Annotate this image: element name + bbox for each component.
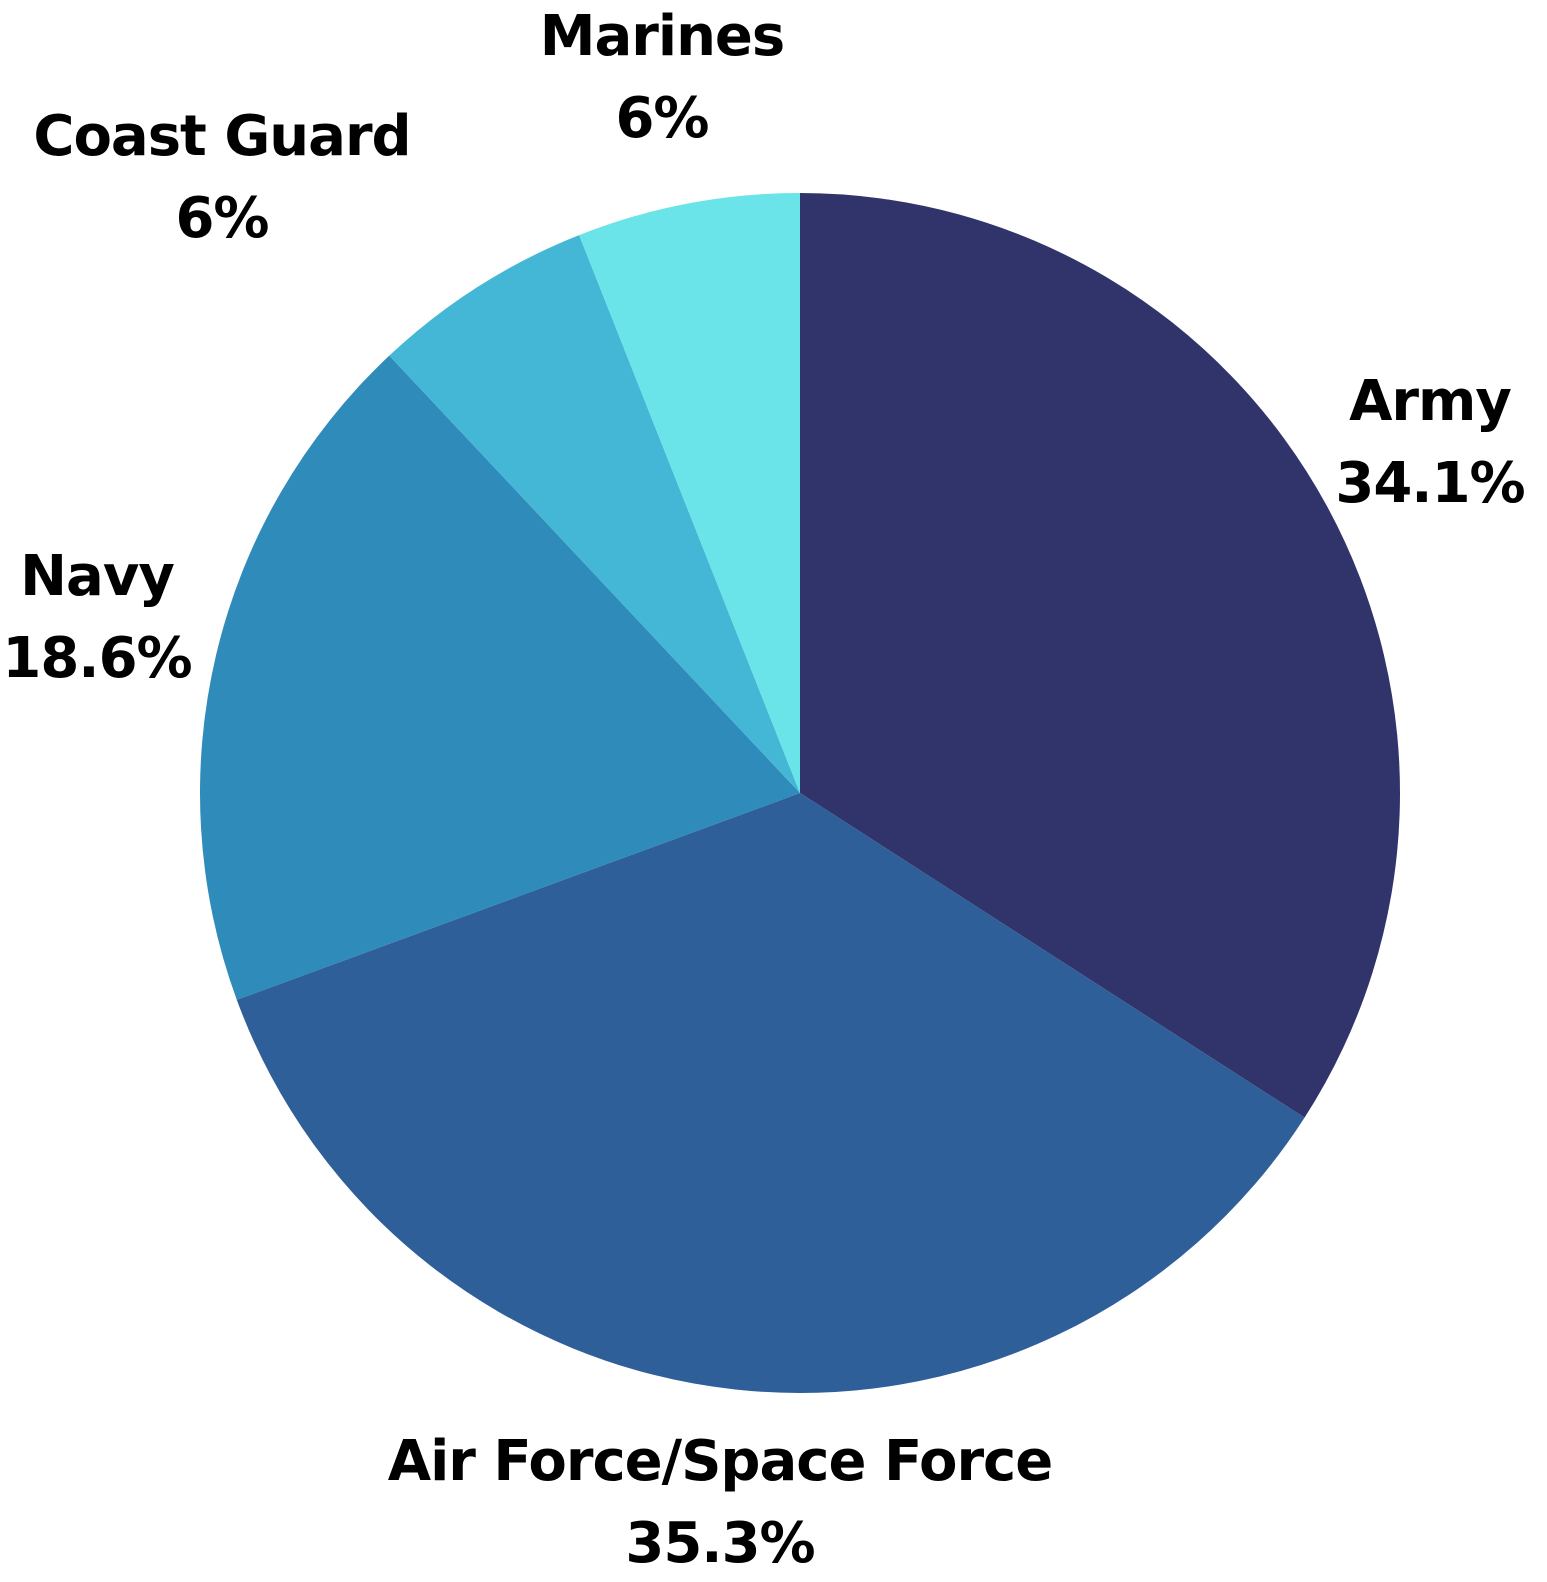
slice-label: Air Force/Space Force [388, 1429, 1052, 1494]
slice-label: Army [1349, 369, 1511, 434]
slice-value-label: 34.1% [1335, 451, 1524, 516]
pie-slice [389, 235, 800, 794]
slice-label: Marines [540, 4, 785, 69]
pie-slice [800, 193, 1400, 1118]
pie-slice [200, 355, 801, 1000]
pie-slice [579, 193, 800, 793]
slice-value-label: 6% [615, 86, 708, 151]
pie-slice [236, 793, 1305, 1394]
slice-label: Coast Guard [33, 104, 410, 169]
slice-value-label: 35.3% [625, 1511, 814, 1576]
slice-value-label: 18.6% [2, 626, 191, 691]
slice-value-label: 6% [175, 186, 268, 251]
slice-label: Navy [20, 544, 174, 609]
